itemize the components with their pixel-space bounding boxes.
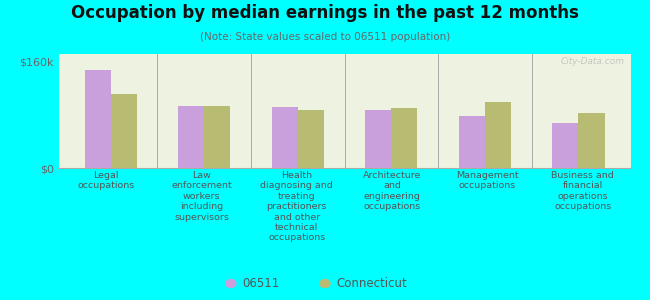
Bar xyxy=(111,94,137,168)
Bar xyxy=(204,106,230,168)
Text: Health
diagnosing and
treating
practitioners
and other
technical
occupations: Health diagnosing and treating practitio… xyxy=(261,171,333,242)
Bar xyxy=(552,123,578,168)
Bar xyxy=(84,70,110,168)
Bar xyxy=(272,107,298,168)
Text: Business and
financial
operations
occupations: Business and financial operations occupa… xyxy=(551,171,614,211)
Text: Connecticut: Connecticut xyxy=(337,277,408,290)
Text: Legal
occupations: Legal occupations xyxy=(77,171,135,190)
Bar xyxy=(578,113,604,168)
Bar xyxy=(391,108,417,168)
Text: Management
occupations: Management occupations xyxy=(456,171,519,190)
Text: 06511: 06511 xyxy=(242,277,280,290)
Text: (Note: State values scaled to 06511 population): (Note: State values scaled to 06511 popu… xyxy=(200,32,450,41)
Bar xyxy=(298,110,324,168)
Text: Occupation by median earnings in the past 12 months: Occupation by median earnings in the pas… xyxy=(71,4,579,22)
Bar xyxy=(365,110,391,168)
Bar xyxy=(178,106,204,168)
Bar xyxy=(459,116,485,168)
Text: City-Data.com: City-Data.com xyxy=(561,57,625,66)
Text: Architecture
and
engineering
occupations: Architecture and engineering occupations xyxy=(363,171,421,211)
Bar xyxy=(485,102,511,168)
Text: Law
enforcement
workers
including
supervisors: Law enforcement workers including superv… xyxy=(171,171,232,222)
